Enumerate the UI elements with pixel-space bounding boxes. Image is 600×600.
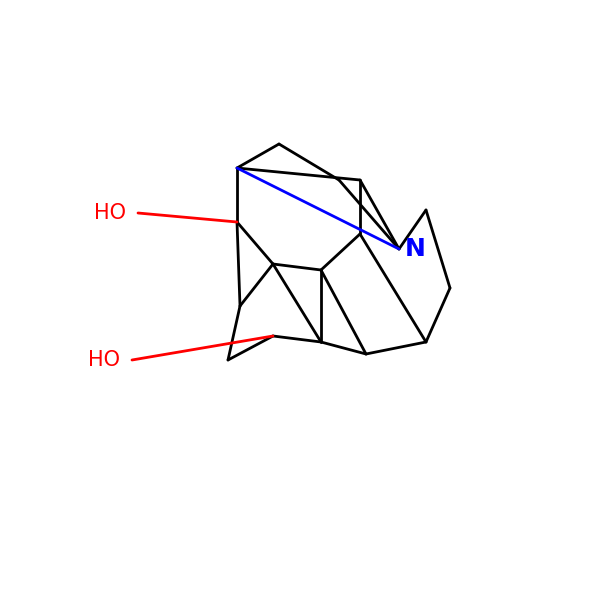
Text: HO: HO [94,203,126,223]
Text: HO: HO [88,350,120,370]
Text: N: N [405,237,426,261]
